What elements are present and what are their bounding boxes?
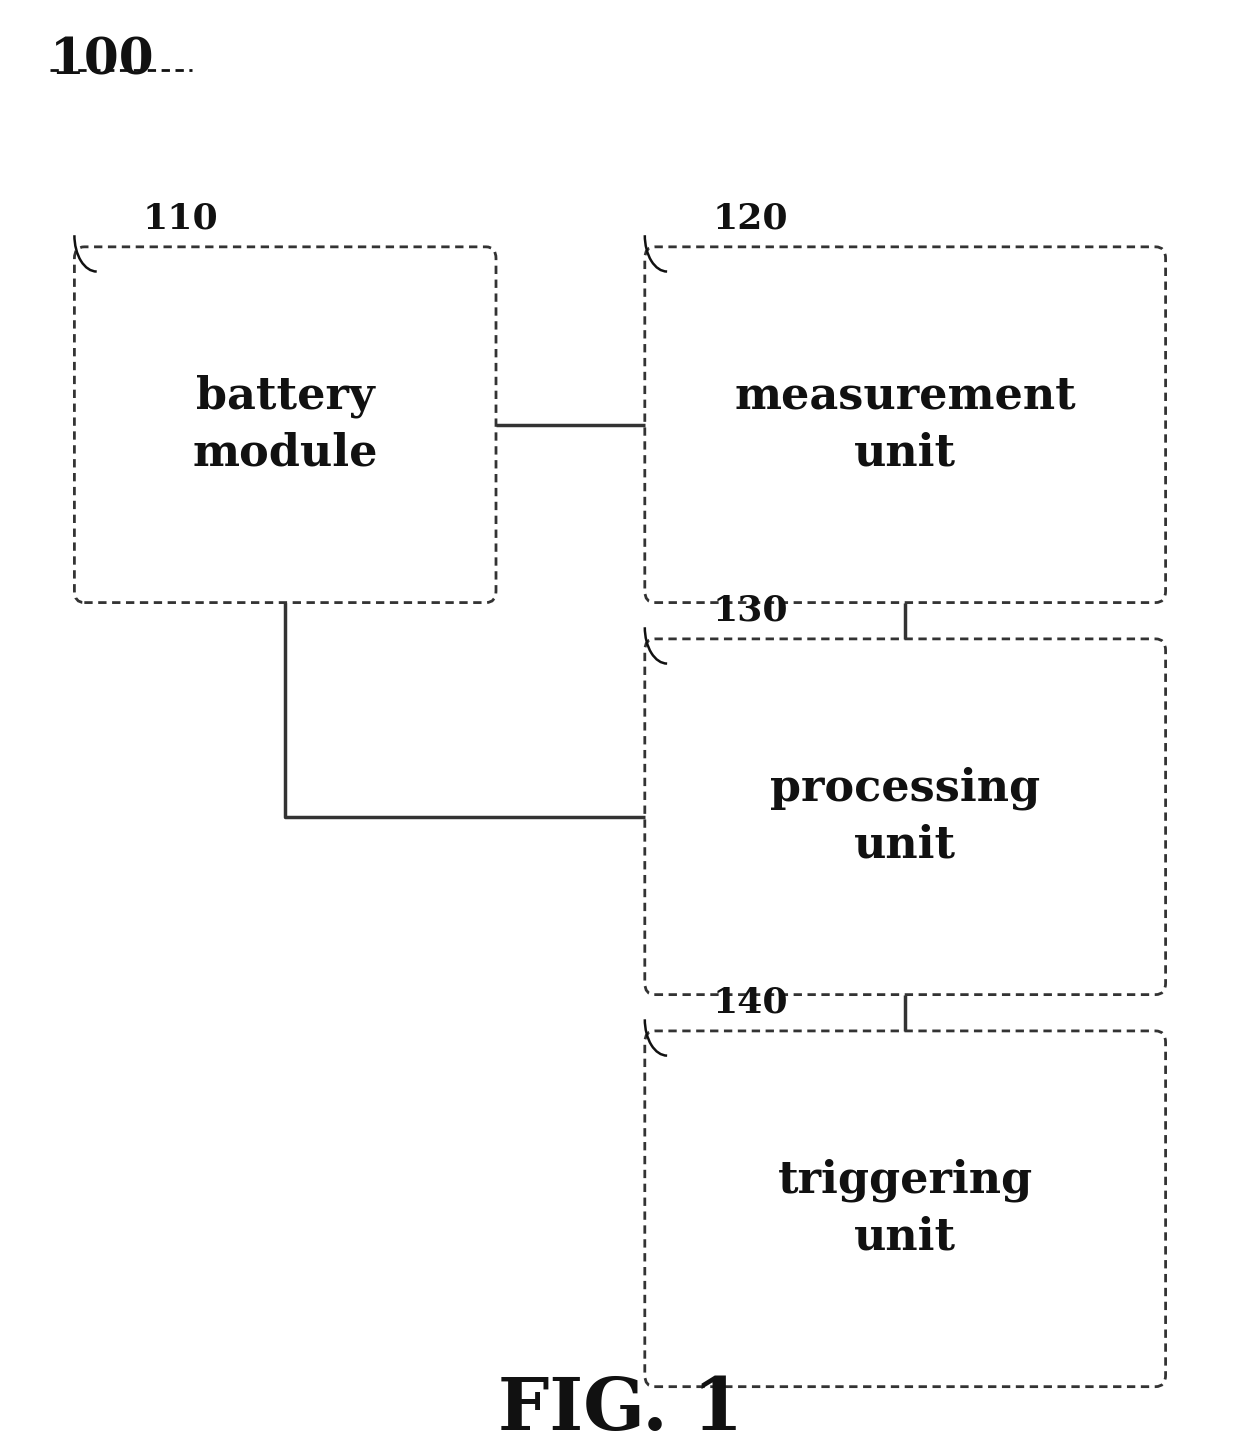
Text: measurement
unit: measurement unit bbox=[734, 375, 1076, 475]
Text: 120: 120 bbox=[713, 202, 789, 235]
FancyBboxPatch shape bbox=[645, 639, 1166, 995]
Text: battery
module: battery module bbox=[192, 375, 378, 475]
Text: 140: 140 bbox=[713, 986, 789, 1019]
Text: processing
unit: processing unit bbox=[770, 767, 1040, 867]
Text: 110: 110 bbox=[143, 202, 218, 235]
FancyBboxPatch shape bbox=[645, 1031, 1166, 1387]
Text: 100: 100 bbox=[50, 36, 154, 86]
FancyBboxPatch shape bbox=[74, 247, 496, 603]
Text: FIG. 1: FIG. 1 bbox=[497, 1374, 743, 1445]
Text: 130: 130 bbox=[713, 594, 789, 627]
FancyBboxPatch shape bbox=[645, 247, 1166, 603]
Text: triggering
unit: triggering unit bbox=[777, 1159, 1033, 1259]
